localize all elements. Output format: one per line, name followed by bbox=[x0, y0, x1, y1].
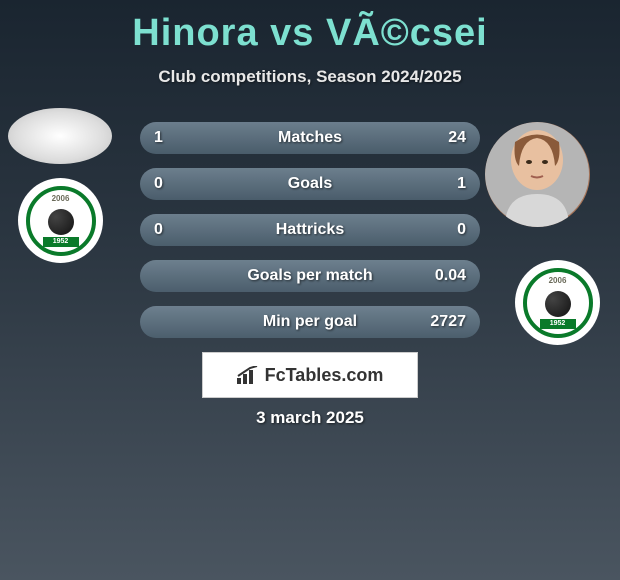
stats-container: 1 Matches 24 0 Goals 1 0 Hattricks 0 Goa… bbox=[140, 122, 480, 352]
soccer-ball-icon bbox=[545, 291, 571, 317]
brand-logo: FcTables.com bbox=[237, 365, 384, 386]
stat-right-value: 1 bbox=[457, 175, 466, 193]
club-badge-right: 2006 1952 bbox=[515, 260, 600, 345]
stat-right-value: 2727 bbox=[430, 313, 466, 331]
stat-label: Goals bbox=[288, 175, 332, 193]
player-right-avatar bbox=[485, 122, 590, 227]
club-right-year-top: 2006 bbox=[549, 276, 567, 285]
brand-text: FcTables.com bbox=[265, 365, 384, 386]
stat-right-value: 0 bbox=[457, 221, 466, 239]
stat-left-value: 0 bbox=[154, 175, 163, 193]
bar-chart-icon bbox=[237, 366, 259, 384]
page-subtitle: Club competitions, Season 2024/2025 bbox=[0, 67, 620, 87]
stat-label: Matches bbox=[278, 129, 342, 147]
stat-label: Goals per match bbox=[247, 267, 372, 285]
footer-date: 3 march 2025 bbox=[0, 408, 620, 428]
stat-row: 1 Matches 24 bbox=[140, 122, 480, 154]
soccer-ball-icon bbox=[48, 209, 74, 235]
stat-label: Hattricks bbox=[276, 221, 344, 239]
club-right-year-bottom: 1952 bbox=[540, 319, 576, 329]
stat-left-value: 0 bbox=[154, 221, 163, 239]
player-left-avatar bbox=[8, 108, 112, 164]
stat-label: Min per goal bbox=[263, 313, 357, 331]
player-face-icon bbox=[485, 122, 590, 227]
stat-row: 0 Goals 1 bbox=[140, 168, 480, 200]
stat-row: Goals per match 0.04 bbox=[140, 260, 480, 292]
stat-row: 0 Hattricks 0 bbox=[140, 214, 480, 246]
stat-right-value: 0.04 bbox=[435, 267, 466, 285]
stat-row: Min per goal 2727 bbox=[140, 306, 480, 338]
club-badge-left-inner: 2006 1952 bbox=[26, 186, 96, 256]
club-badge-right-inner: 2006 1952 bbox=[523, 268, 593, 338]
page-title: Hinora vs VÃ©csei bbox=[0, 0, 620, 55]
stat-right-value: 24 bbox=[448, 129, 466, 147]
club-left-year-top: 2006 bbox=[52, 194, 70, 203]
brand-logo-box: FcTables.com bbox=[202, 352, 418, 398]
stat-left-value: 1 bbox=[154, 129, 163, 147]
club-badge-left: 2006 1952 bbox=[18, 178, 103, 263]
club-left-year-bottom: 1952 bbox=[43, 237, 79, 247]
